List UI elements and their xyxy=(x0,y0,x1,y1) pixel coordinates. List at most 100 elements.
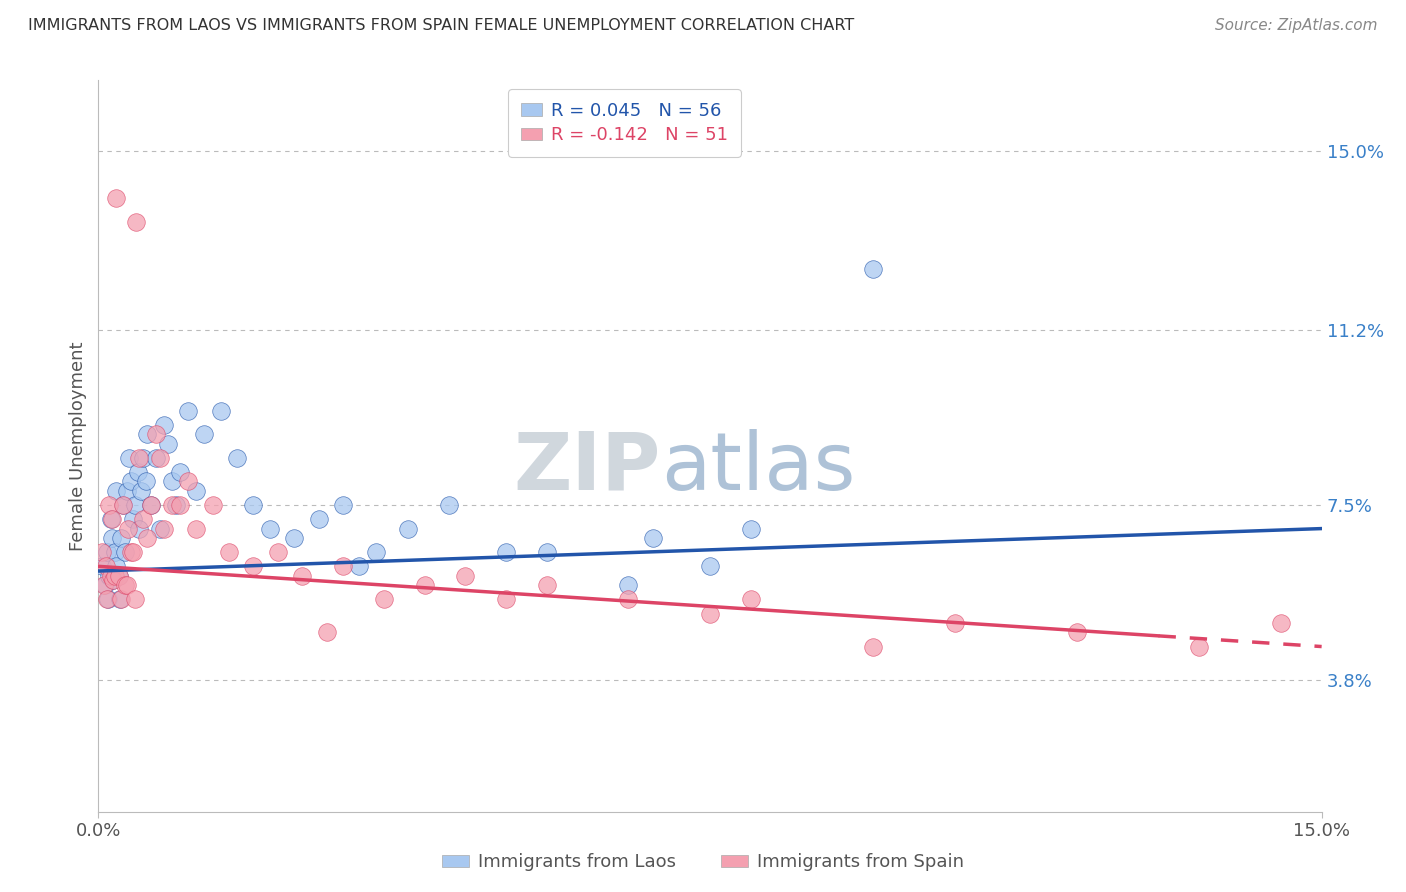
Point xyxy=(122,545,145,559)
Point xyxy=(226,450,249,465)
Point xyxy=(111,498,134,512)
Point xyxy=(111,498,134,512)
Point xyxy=(413,578,436,592)
Point xyxy=(165,498,187,512)
Text: Source: ZipAtlas.com: Source: ZipAtlas.com xyxy=(1215,18,1378,33)
Point xyxy=(1066,625,1088,640)
Point xyxy=(105,559,128,574)
Point xyxy=(160,498,183,512)
Point xyxy=(110,531,132,545)
Point xyxy=(149,450,172,465)
Point xyxy=(152,522,174,536)
Point xyxy=(862,262,884,277)
Point xyxy=(98,568,121,582)
Point xyxy=(641,531,664,545)
Point xyxy=(108,568,131,582)
Point xyxy=(101,531,124,545)
Y-axis label: Female Unemployment: Female Unemployment xyxy=(69,342,87,550)
Point xyxy=(1270,615,1292,630)
Point xyxy=(536,578,558,592)
Point xyxy=(117,522,139,536)
Point xyxy=(437,498,460,512)
Point xyxy=(740,522,762,536)
Point xyxy=(141,498,163,512)
Point xyxy=(141,498,163,512)
Point xyxy=(536,545,558,559)
Point xyxy=(364,545,387,559)
Point xyxy=(177,475,200,489)
Point xyxy=(186,522,208,536)
Point xyxy=(114,545,136,559)
Point xyxy=(145,450,167,465)
Point xyxy=(100,512,122,526)
Point xyxy=(97,592,120,607)
Point xyxy=(156,436,179,450)
Point xyxy=(862,640,884,654)
Point xyxy=(218,545,240,559)
Point xyxy=(101,574,124,588)
Point xyxy=(291,568,314,582)
Point xyxy=(125,215,148,229)
Point xyxy=(177,403,200,417)
Point xyxy=(136,427,159,442)
Point xyxy=(91,545,114,559)
Point xyxy=(454,568,477,582)
Point xyxy=(94,559,117,574)
Point xyxy=(115,578,138,592)
Point xyxy=(135,475,157,489)
Point xyxy=(128,522,150,536)
Point xyxy=(105,191,128,205)
Point xyxy=(124,498,146,512)
Point xyxy=(193,427,215,442)
Point xyxy=(259,522,281,536)
Point xyxy=(94,578,117,592)
Point xyxy=(495,545,517,559)
Point xyxy=(740,592,762,607)
Text: ZIP: ZIP xyxy=(513,429,661,507)
Point xyxy=(127,465,149,479)
Point xyxy=(349,559,371,574)
Point xyxy=(96,592,118,607)
Point xyxy=(699,559,721,574)
Point xyxy=(132,512,155,526)
Text: IMMIGRANTS FROM LAOS VS IMMIGRANTS FROM SPAIN FEMALE UNEMPLOYMENT CORRELATION CH: IMMIGRANTS FROM LAOS VS IMMIGRANTS FROM … xyxy=(28,18,855,33)
Point xyxy=(1188,640,1211,654)
Point xyxy=(201,498,224,512)
Point xyxy=(96,545,118,559)
Point xyxy=(242,498,264,512)
Point xyxy=(149,522,172,536)
Point xyxy=(101,574,124,588)
Point xyxy=(209,403,232,417)
Point xyxy=(104,545,127,559)
Point xyxy=(129,483,152,498)
Point xyxy=(91,559,114,574)
Point xyxy=(128,450,150,465)
Point xyxy=(332,559,354,574)
Point xyxy=(160,475,183,489)
Point xyxy=(617,578,640,592)
Legend: Immigrants from Laos, Immigrants from Spain: Immigrants from Laos, Immigrants from Sp… xyxy=(434,847,972,879)
Point xyxy=(132,450,155,465)
Point xyxy=(152,417,174,432)
Point xyxy=(104,568,127,582)
Point xyxy=(98,498,121,512)
Point xyxy=(118,450,141,465)
Point xyxy=(308,512,330,526)
Point xyxy=(124,592,146,607)
Point xyxy=(136,531,159,545)
Point xyxy=(169,498,191,512)
Point xyxy=(145,427,167,442)
Point xyxy=(283,531,305,545)
Point xyxy=(373,592,395,607)
Point xyxy=(121,512,143,526)
Point xyxy=(114,578,136,592)
Point xyxy=(943,615,966,630)
Point xyxy=(93,578,115,592)
Point xyxy=(101,512,124,526)
Point xyxy=(699,607,721,621)
Point xyxy=(115,483,138,498)
Point xyxy=(242,559,264,574)
Point xyxy=(120,545,142,559)
Point xyxy=(169,465,191,479)
Point xyxy=(617,592,640,607)
